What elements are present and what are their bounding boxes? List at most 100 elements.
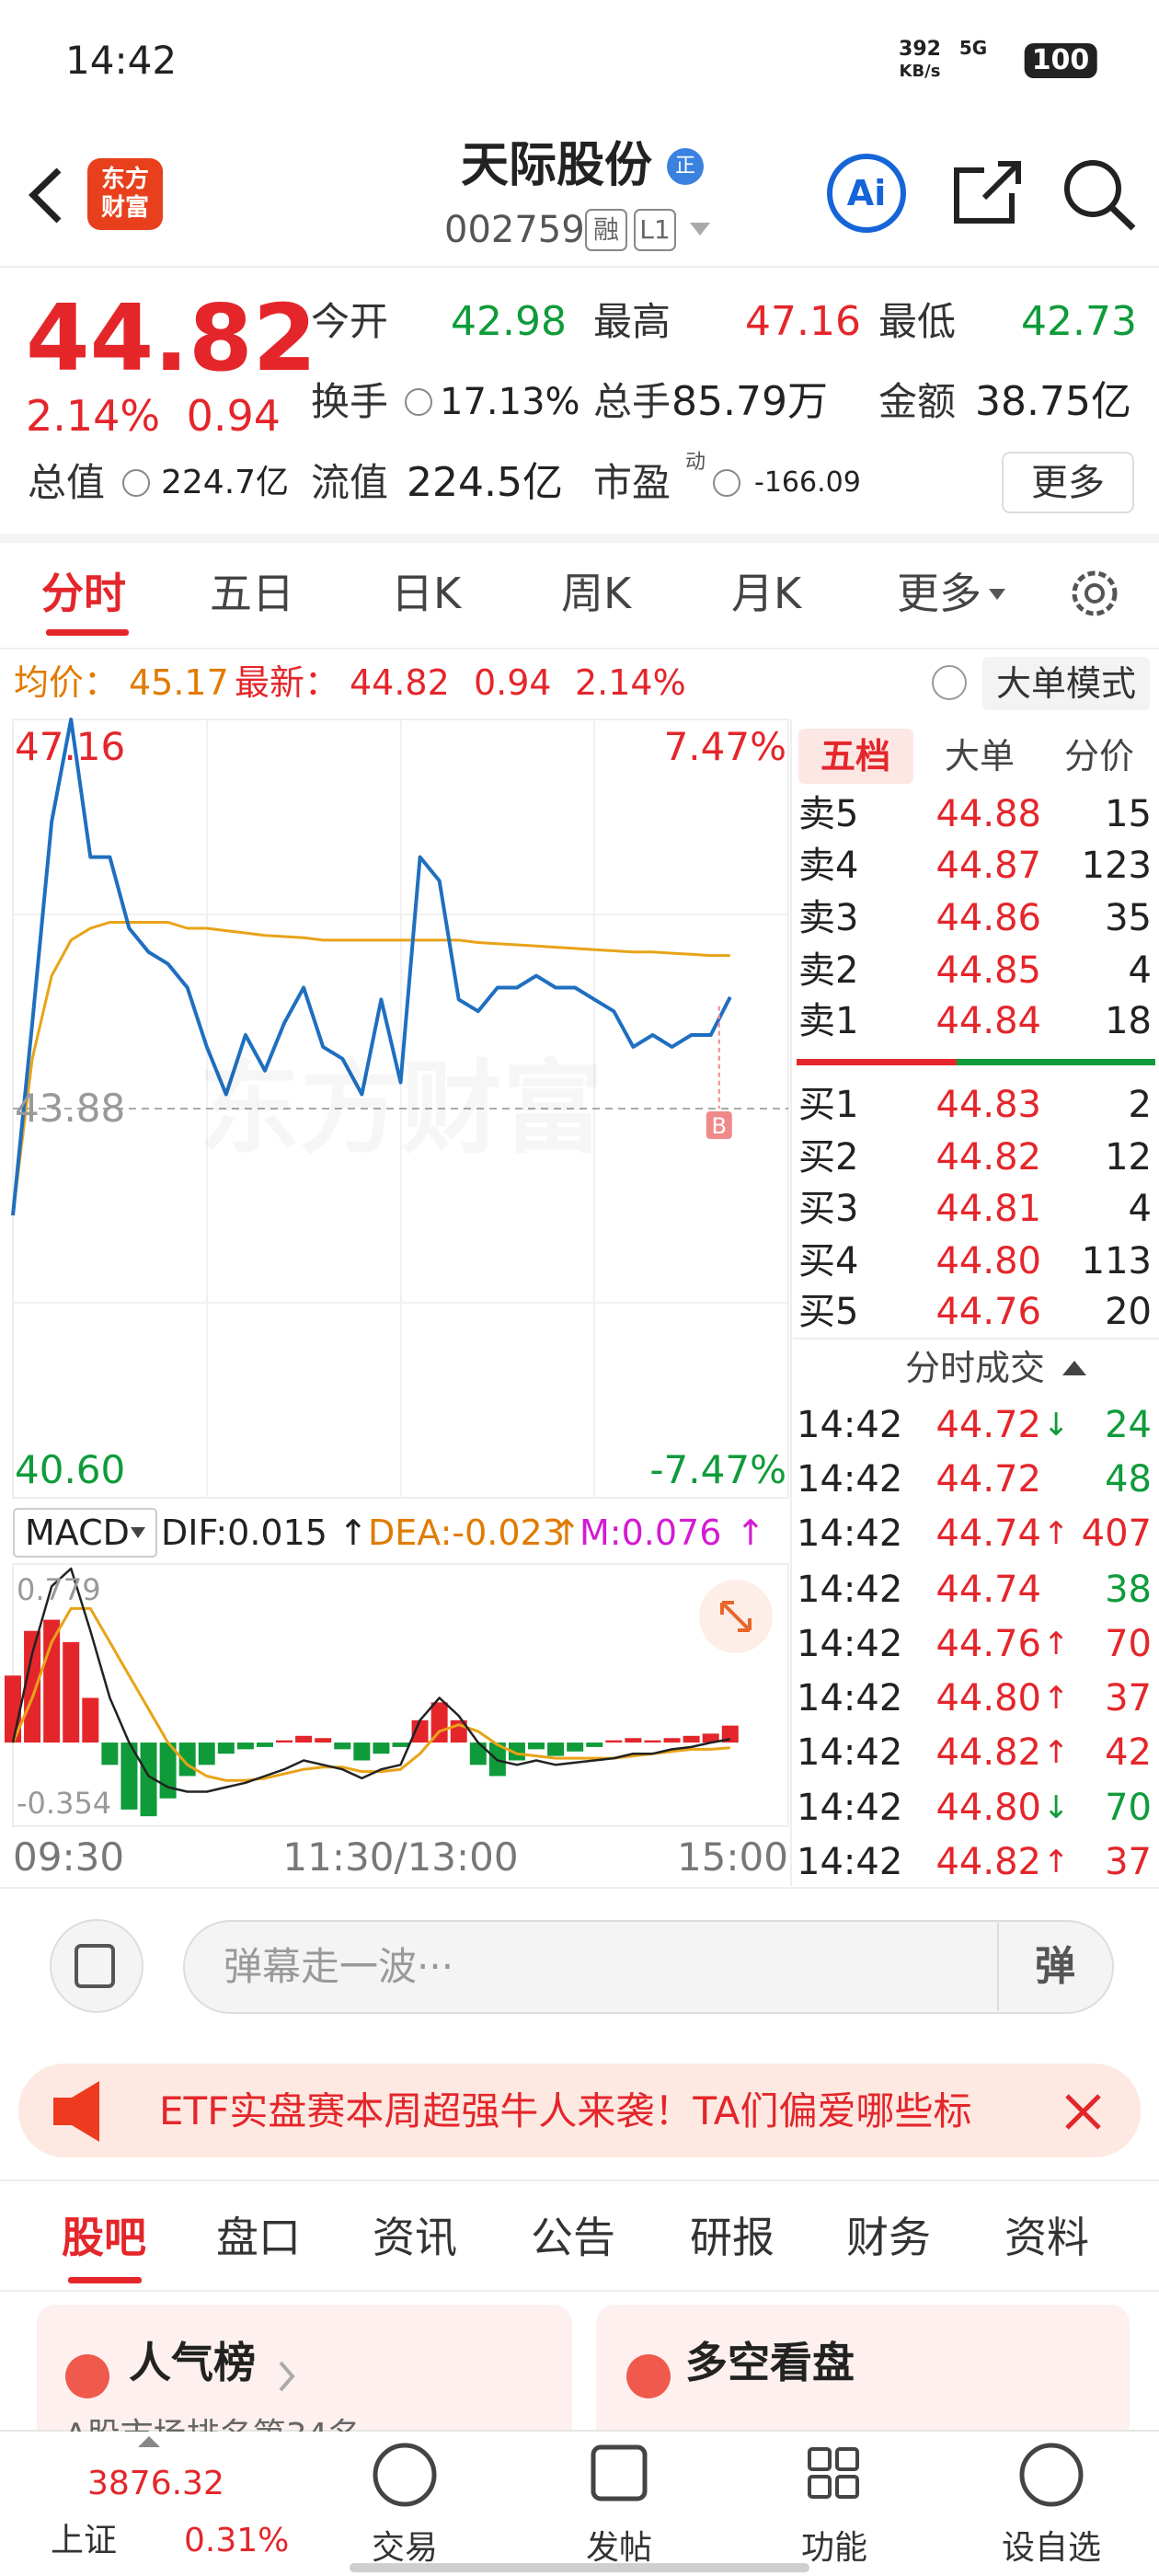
tag: 融 (592, 214, 620, 245)
comment-input[interactable] (183, 1920, 1114, 2014)
trades-title: 分时成交 (904, 1348, 1046, 1388)
info-icon[interactable] (713, 469, 740, 497)
stat-label: 金额 (878, 379, 957, 424)
period-tab: 更多 (897, 569, 981, 618)
info-icon[interactable] (122, 469, 150, 497)
book-volume: 35 (1105, 897, 1152, 939)
close-icon[interactable] (1065, 2094, 1101, 2130)
help-icon[interactable] (932, 665, 967, 700)
settings-icon (1084, 583, 1105, 604)
period-tab: 五日 (210, 569, 294, 618)
trade-price: 44.74 (935, 1512, 1041, 1555)
book-divider (957, 1059, 1155, 1065)
stat-value: 47.16 (745, 298, 861, 345)
macd-bar (625, 1738, 642, 1743)
content-tab: 研报 (690, 2213, 775, 2262)
dea-arrow: ↑ (552, 1512, 581, 1553)
macd-bar (702, 1733, 719, 1743)
danmaku-icon (75, 1944, 115, 1988)
search-icon (1108, 204, 1136, 231)
banner-bg[interactable] (18, 2064, 1141, 2157)
dif-line (11, 1567, 731, 1793)
trade-time: 14:42 (797, 1841, 903, 1883)
macd-bar (469, 1742, 487, 1765)
macd-bar (353, 1742, 371, 1761)
book-label: 买2 (798, 1136, 859, 1179)
m-label: M:0.076 (580, 1512, 722, 1553)
mode-button[interactable] (982, 657, 1150, 710)
book-price: 44.88 (935, 793, 1041, 835)
book-volume: 18 (1105, 1000, 1152, 1042)
macd-bar (236, 1742, 254, 1750)
content-tab: 资料 (1004, 2213, 1089, 2262)
period-tab: 月K (731, 569, 802, 618)
nav-icon[interactable] (808, 2447, 832, 2471)
trade-time: 14:42 (797, 1404, 903, 1446)
card[interactable] (596, 2305, 1130, 2443)
macd-tick: 0.779 (17, 1572, 101, 1607)
more-button-text: 更多 (1031, 462, 1105, 504)
macd-bar (334, 1742, 351, 1750)
nav-icon[interactable] (1019, 2443, 1084, 2507)
card[interactable] (37, 2305, 572, 2443)
info-change: 0.94 (474, 662, 552, 703)
chevron (279, 2361, 295, 2392)
search-icon[interactable] (1064, 160, 1121, 217)
nav-icon (835, 2475, 859, 2499)
trade-time: 14:42 (797, 1677, 903, 1719)
danmaku-settings[interactable] (50, 1919, 143, 2013)
book-tab: 五档 (820, 736, 891, 776)
sort-icon (1062, 1361, 1086, 1375)
trade-arrow: ↑ (1043, 1734, 1070, 1771)
trade-price: 44.72 (935, 1458, 1041, 1501)
more-button[interactable] (1002, 452, 1134, 513)
book-label: 卖2 (798, 949, 859, 992)
book-price: 44.80 (935, 1240, 1041, 1282)
dif-label: DIF:0.015 (161, 1512, 327, 1553)
ai-text: Ai (846, 173, 887, 213)
macd-bar (586, 1742, 603, 1747)
back-icon[interactable] (29, 167, 62, 224)
divider (0, 534, 1159, 543)
info-icon[interactable] (405, 388, 432, 416)
comment-placeholder: 弹幕走一波··· (224, 1944, 454, 1989)
trade-arrow: ↓ (1043, 1407, 1070, 1443)
trade-time: 14:42 (797, 1458, 903, 1501)
price-line (11, 718, 732, 1216)
nav-label: 发帖 (585, 2529, 653, 2567)
content-tab: 财务 (846, 2213, 931, 2262)
change-pct: 2.14% (26, 391, 161, 441)
share-icon[interactable] (954, 161, 1021, 224)
badge-text: 正 (674, 155, 696, 178)
trade-volume: 37 (1105, 1841, 1152, 1883)
stat-value: 224.5亿 (407, 459, 563, 506)
indicator-select[interactable] (13, 1508, 157, 1558)
book-label: 买1 (798, 1084, 859, 1126)
marker-box (706, 1111, 732, 1139)
book-price: 44.87 (935, 845, 1041, 887)
period-tab: 周K (561, 569, 632, 618)
nav-icon[interactable] (373, 2443, 437, 2507)
stat-value: 224.7亿 (161, 464, 290, 501)
content-tab: 资讯 (373, 2213, 457, 2262)
x-tick-label: 15:00 (676, 1834, 788, 1880)
badge (667, 148, 704, 185)
book-volume: 12 (1105, 1136, 1152, 1179)
nav-label: 设自选 (1001, 2529, 1102, 2567)
avg-label: 均价： (14, 662, 120, 703)
ai-icon[interactable] (827, 154, 906, 233)
macd-bar (63, 1641, 80, 1743)
stat-label: 最高 (593, 299, 671, 344)
nav-icon[interactable] (591, 2444, 648, 2501)
home-indicator (350, 2563, 809, 2572)
tag-box (585, 209, 627, 251)
macd-bar (315, 1738, 332, 1743)
tag-box (634, 209, 676, 251)
trade-volume: 37 (1105, 1677, 1152, 1719)
macd-bar (528, 1742, 545, 1750)
book-price: 44.81 (935, 1188, 1041, 1230)
macd-bar (683, 1735, 700, 1743)
settings-icon[interactable] (1072, 570, 1118, 616)
